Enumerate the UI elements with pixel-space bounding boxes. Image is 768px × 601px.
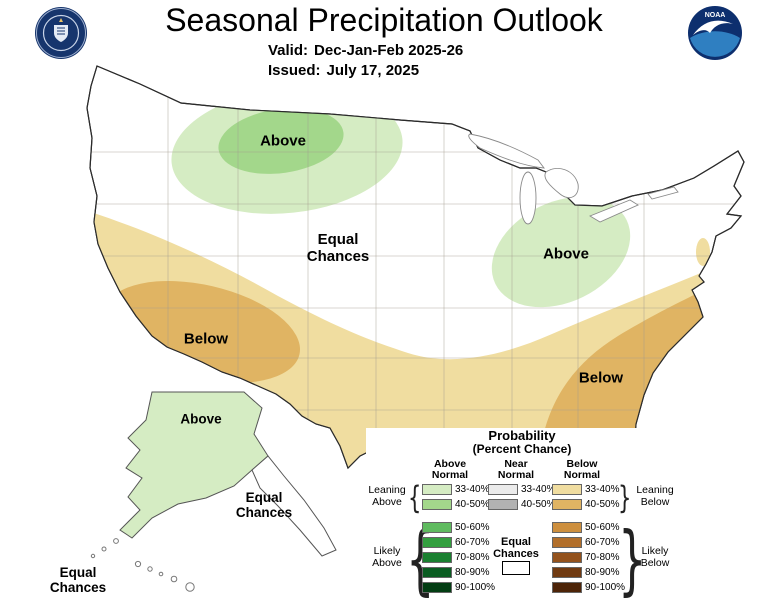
legend-likely-below-label: Likely Below bbox=[640, 545, 670, 569]
lake-erie-icon bbox=[588, 199, 639, 223]
leaning-below-brace: } bbox=[618, 479, 632, 517]
legend-equal-chances-label: Equal Chances bbox=[493, 536, 539, 560]
legend-swatch-row: 70-80% bbox=[552, 552, 619, 563]
probability-legend: Probability (Percent Chance) Above Norma… bbox=[366, 428, 678, 600]
legend-subtitle: (Percent Chance) bbox=[472, 442, 572, 456]
legend-swatch-row: 40-50% bbox=[488, 499, 555, 510]
legend-swatch bbox=[422, 582, 452, 593]
legend-swatch bbox=[552, 552, 582, 563]
legend-equal-chances-swatch bbox=[502, 561, 530, 575]
legend-column-below-normal: Below Normal bbox=[563, 458, 601, 481]
legend-column-above-normal: Above Normal bbox=[431, 458, 469, 481]
legend-swatch bbox=[422, 484, 452, 495]
legend-swatch-row: 90-100% bbox=[422, 582, 495, 593]
valid-label: Valid: bbox=[268, 42, 309, 59]
region-leaning-below-midatlantic bbox=[696, 238, 710, 266]
label-above-north: Above bbox=[260, 132, 306, 150]
region-above-north-inner bbox=[218, 108, 344, 174]
legend-likely-above-label: Likely Above bbox=[372, 545, 402, 569]
label-above-ohio-valley: Above bbox=[543, 245, 589, 263]
legend-swatch-row: 40-50% bbox=[422, 499, 489, 510]
region-leaning-above-ohio-valley bbox=[491, 196, 631, 308]
legend-swatch-row: 60-70% bbox=[422, 537, 489, 548]
alaska-panhandle bbox=[251, 455, 337, 557]
legend-swatch-row: 33-40% bbox=[422, 484, 489, 495]
legend-swatch bbox=[422, 499, 452, 510]
legend-title: Probability bbox=[488, 428, 556, 443]
lake-michigan-icon bbox=[519, 171, 537, 225]
legend-swatch bbox=[552, 499, 582, 510]
legend-swatch-row: 33-40% bbox=[552, 484, 619, 495]
legend-column-near-normal: Near Normal bbox=[497, 458, 535, 481]
aleutian-islands bbox=[90, 538, 119, 559]
department-of-commerce-seal-icon bbox=[34, 6, 88, 65]
legend-swatch-row: 70-80% bbox=[422, 552, 489, 563]
page-title: Seasonal Precipitation Outlook bbox=[165, 2, 603, 38]
legend-swatch-row: 60-70% bbox=[552, 537, 619, 548]
alaska-landmass bbox=[119, 391, 269, 539]
label-below-southwest: Below bbox=[183, 330, 229, 348]
legend-swatch-row: 40-50% bbox=[552, 499, 619, 510]
legend-swatch-row: 50-60% bbox=[422, 522, 489, 533]
legend-swatch bbox=[552, 537, 582, 548]
issued-value: July 17, 2025 bbox=[326, 62, 420, 79]
valid-value: Dec-Jan-Feb 2025-26 bbox=[314, 42, 464, 59]
label-equal-chances-alaska: Equal Chances bbox=[235, 490, 293, 520]
lake-huron-icon bbox=[544, 168, 579, 198]
validity-block: Valid: Dec-Jan-Feb 2025-26 Issued: July 17… bbox=[268, 41, 463, 81]
legend-swatch bbox=[422, 567, 452, 578]
legend-swatch-row: 50-60% bbox=[552, 522, 619, 533]
likely-below-brace: } bbox=[618, 517, 647, 601]
lake-ontario-icon bbox=[647, 186, 679, 200]
leaning-above-brace: { bbox=[408, 479, 422, 517]
legend-swatch-row: 80-90% bbox=[422, 567, 489, 578]
issued-line: Issued: July 17, 2025 bbox=[268, 61, 463, 81]
hawaii-islands bbox=[134, 560, 195, 592]
label-above-alaska: Above bbox=[180, 411, 222, 427]
legend-swatch bbox=[422, 552, 452, 563]
legend-swatch bbox=[422, 522, 452, 533]
label-equal-chances-central: Equal Chances bbox=[306, 231, 370, 265]
legend-swatch bbox=[488, 484, 518, 495]
lake-superior-icon bbox=[468, 133, 545, 169]
noaa-logo-icon: NOAA bbox=[686, 4, 744, 67]
legend-leaning-below-label: Leaning Below bbox=[636, 484, 674, 508]
legend-swatch bbox=[552, 484, 582, 495]
legend-swatch bbox=[488, 499, 518, 510]
legend-swatch-row: 90-100% bbox=[552, 582, 625, 593]
issued-label: Issued: bbox=[268, 62, 321, 79]
state-boundaries-vertical bbox=[167, 66, 645, 516]
legend-swatch bbox=[422, 537, 452, 548]
valid-line: Valid: Dec-Jan-Feb 2025-26 bbox=[268, 41, 463, 61]
great-lakes bbox=[468, 133, 679, 225]
legend-swatch-row: 80-90% bbox=[552, 567, 619, 578]
label-below-southeast: Below bbox=[578, 369, 624, 387]
legend-swatch bbox=[552, 567, 582, 578]
legend-leaning-above-label: Leaning Above bbox=[368, 484, 406, 508]
legend-swatch bbox=[552, 522, 582, 533]
legend-swatch-row: 33-40% bbox=[488, 484, 555, 495]
legend-swatch bbox=[552, 582, 582, 593]
label-equal-chances-hawaii: Equal Chances bbox=[49, 565, 107, 595]
state-boundaries-horizontal bbox=[87, 151, 744, 411]
noaa-logo-text: NOAA bbox=[705, 12, 726, 19]
